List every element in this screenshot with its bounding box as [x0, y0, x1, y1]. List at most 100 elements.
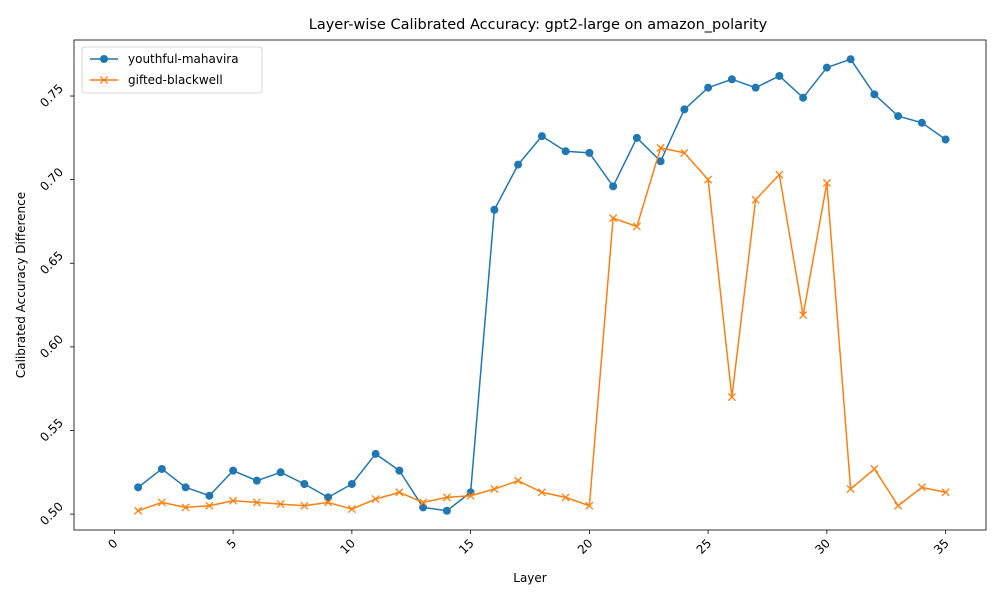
- data-point: [775, 71, 784, 80]
- data-point: [181, 483, 190, 492]
- series-line: [137, 147, 946, 512]
- data-point: [656, 157, 665, 166]
- data-point: [561, 493, 570, 502]
- legend-item: gifted-blackwell: [90, 73, 223, 87]
- data-point: [561, 147, 570, 156]
- data-point: [656, 143, 665, 152]
- data-point: [870, 464, 879, 474]
- x-tick-label: 35: [931, 536, 952, 557]
- data-point: [751, 195, 760, 204]
- data-point: [514, 160, 523, 169]
- data-point: [300, 480, 309, 489]
- data-point: [941, 135, 950, 144]
- data-point: [822, 178, 831, 188]
- y-tick-label: 0.60: [37, 332, 66, 361]
- data-point: [609, 214, 618, 223]
- data-point: [917, 483, 926, 492]
- data-point: [252, 498, 261, 507]
- y-tick-label: 0.70: [37, 165, 66, 194]
- data-point: [134, 506, 143, 515]
- data-point: [751, 83, 760, 92]
- chart-title: Layer-wise Calibrated Accuracy: gpt2-lar…: [309, 17, 768, 33]
- data-point: [870, 90, 879, 99]
- x-axis-label: Layer: [513, 571, 547, 585]
- data-point: [680, 105, 689, 114]
- x-tick-label: 0: [105, 536, 120, 551]
- data-point: [157, 464, 166, 473]
- y-tick-label: 0.50: [37, 499, 66, 528]
- x-tick-label: 10: [337, 536, 358, 557]
- data-point: [822, 63, 831, 72]
- data-point: [252, 476, 261, 485]
- data-point: [609, 182, 618, 191]
- data-point: [537, 132, 546, 141]
- data-point: [727, 392, 736, 402]
- data-point: [395, 488, 404, 497]
- x-axis: 0 5 10 15 20 25 30 35: [105, 530, 952, 557]
- data-point: [514, 476, 523, 485]
- data-point: [371, 495, 380, 504]
- data-point: [490, 484, 499, 494]
- x-tick-label: 30: [812, 536, 833, 557]
- data-point: [205, 491, 214, 500]
- data-point: [537, 488, 546, 497]
- series-line: [137, 58, 947, 512]
- y-axis: 0.50 0.55 0.60 0.65 0.70 0.75: [37, 81, 74, 528]
- series-gifted-blackwell: [134, 143, 950, 515]
- legend-label: youthful-mahavira: [128, 52, 239, 66]
- data-point: [419, 498, 428, 507]
- y-axis-label: Calibrated Accuracy Difference: [14, 192, 28, 378]
- data-point: [894, 112, 903, 121]
- x-tick-label: 15: [456, 536, 477, 557]
- x-tick-label: 20: [575, 536, 596, 557]
- data-point: [205, 501, 214, 510]
- data-point: [632, 133, 641, 142]
- data-point: [276, 500, 285, 509]
- legend-box: [81, 46, 263, 94]
- data-point: [229, 466, 238, 475]
- data-point: [704, 83, 713, 92]
- legend-item: youthful-mahavira: [90, 52, 239, 66]
- y-tick-label: 0.65: [37, 249, 66, 278]
- data-point: [157, 498, 166, 507]
- data-point: [846, 484, 855, 494]
- data-point: [704, 175, 713, 184]
- data-point: [419, 503, 428, 512]
- legend-label: gifted-blackwell: [128, 73, 223, 87]
- data-point: [442, 506, 451, 515]
- data-point: [324, 493, 333, 502]
- legend: youthful-mahavira gifted-blackwell: [81, 46, 263, 94]
- data-point: [632, 222, 641, 231]
- data-point: [799, 311, 808, 320]
- data-point: [324, 498, 333, 507]
- legend-marker: [100, 55, 108, 63]
- data-point: [466, 491, 475, 500]
- data-point: [181, 503, 190, 512]
- data-point: [276, 468, 285, 477]
- data-point: [941, 488, 950, 497]
- y-tick-label: 0.75: [37, 81, 66, 110]
- data-point: [371, 449, 380, 458]
- data-point: [799, 93, 808, 102]
- data-point: [775, 170, 784, 179]
- data-point: [347, 505, 356, 514]
- data-point: [846, 55, 855, 64]
- data-point: [347, 480, 356, 489]
- data-point: [585, 148, 594, 157]
- series-layer: [134, 55, 950, 515]
- data-point: [395, 466, 404, 475]
- data-point: [894, 501, 903, 510]
- x-tick-label: 5: [224, 536, 239, 551]
- data-point: [917, 118, 926, 127]
- data-point: [442, 493, 451, 502]
- legend-marker: [99, 75, 109, 85]
- plot-area: [73, 39, 987, 531]
- y-tick-label: 0.55: [37, 416, 66, 445]
- data-point: [490, 205, 499, 214]
- data-point: [134, 483, 143, 492]
- series-youthful-mahavira: [134, 55, 950, 515]
- data-point: [585, 501, 594, 510]
- data-point: [229, 496, 238, 505]
- data-point: [727, 75, 736, 84]
